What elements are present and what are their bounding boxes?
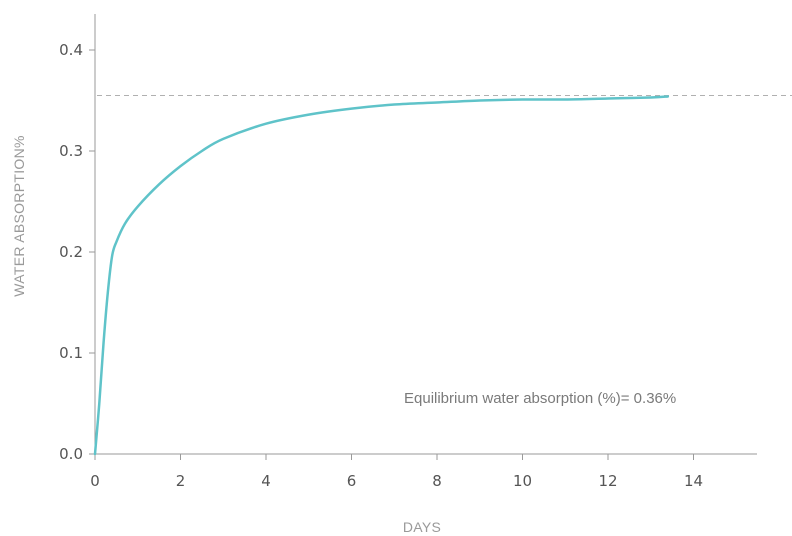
x-axis-ticks: 0 2 4 6 8 10 12 14 xyxy=(90,454,703,490)
y-axis-title: WATER ABSORPTION% xyxy=(11,135,27,296)
x-tick-label: 0 xyxy=(90,472,100,490)
x-tick-label: 4 xyxy=(261,472,271,490)
axes xyxy=(94,14,757,455)
equilibrium-annotation: Equilibrium water absorption (%)= 0.36% xyxy=(404,390,676,407)
y-axis-ticks: 0.0 0.1 0.2 0.3 0.4 xyxy=(59,41,95,463)
x-tick-label: 12 xyxy=(598,472,617,490)
y-tick-label: 0.1 xyxy=(59,344,83,362)
x-tick-label: 8 xyxy=(432,472,442,490)
x-tick-label: 2 xyxy=(176,472,186,490)
x-axis-title: DAYS xyxy=(403,519,441,535)
y-tick-label: 0.3 xyxy=(59,142,83,160)
x-tick-label: 14 xyxy=(684,472,703,490)
water-absorption-series-line xyxy=(93,95,670,456)
series-group xyxy=(93,95,670,456)
x-tick-label: 10 xyxy=(513,472,532,490)
x-tick-label: 6 xyxy=(347,472,357,490)
y-tick-label: 0.2 xyxy=(59,243,83,261)
y-tick-label: 0.0 xyxy=(59,445,83,463)
y-tick-label: 0.4 xyxy=(59,41,83,59)
